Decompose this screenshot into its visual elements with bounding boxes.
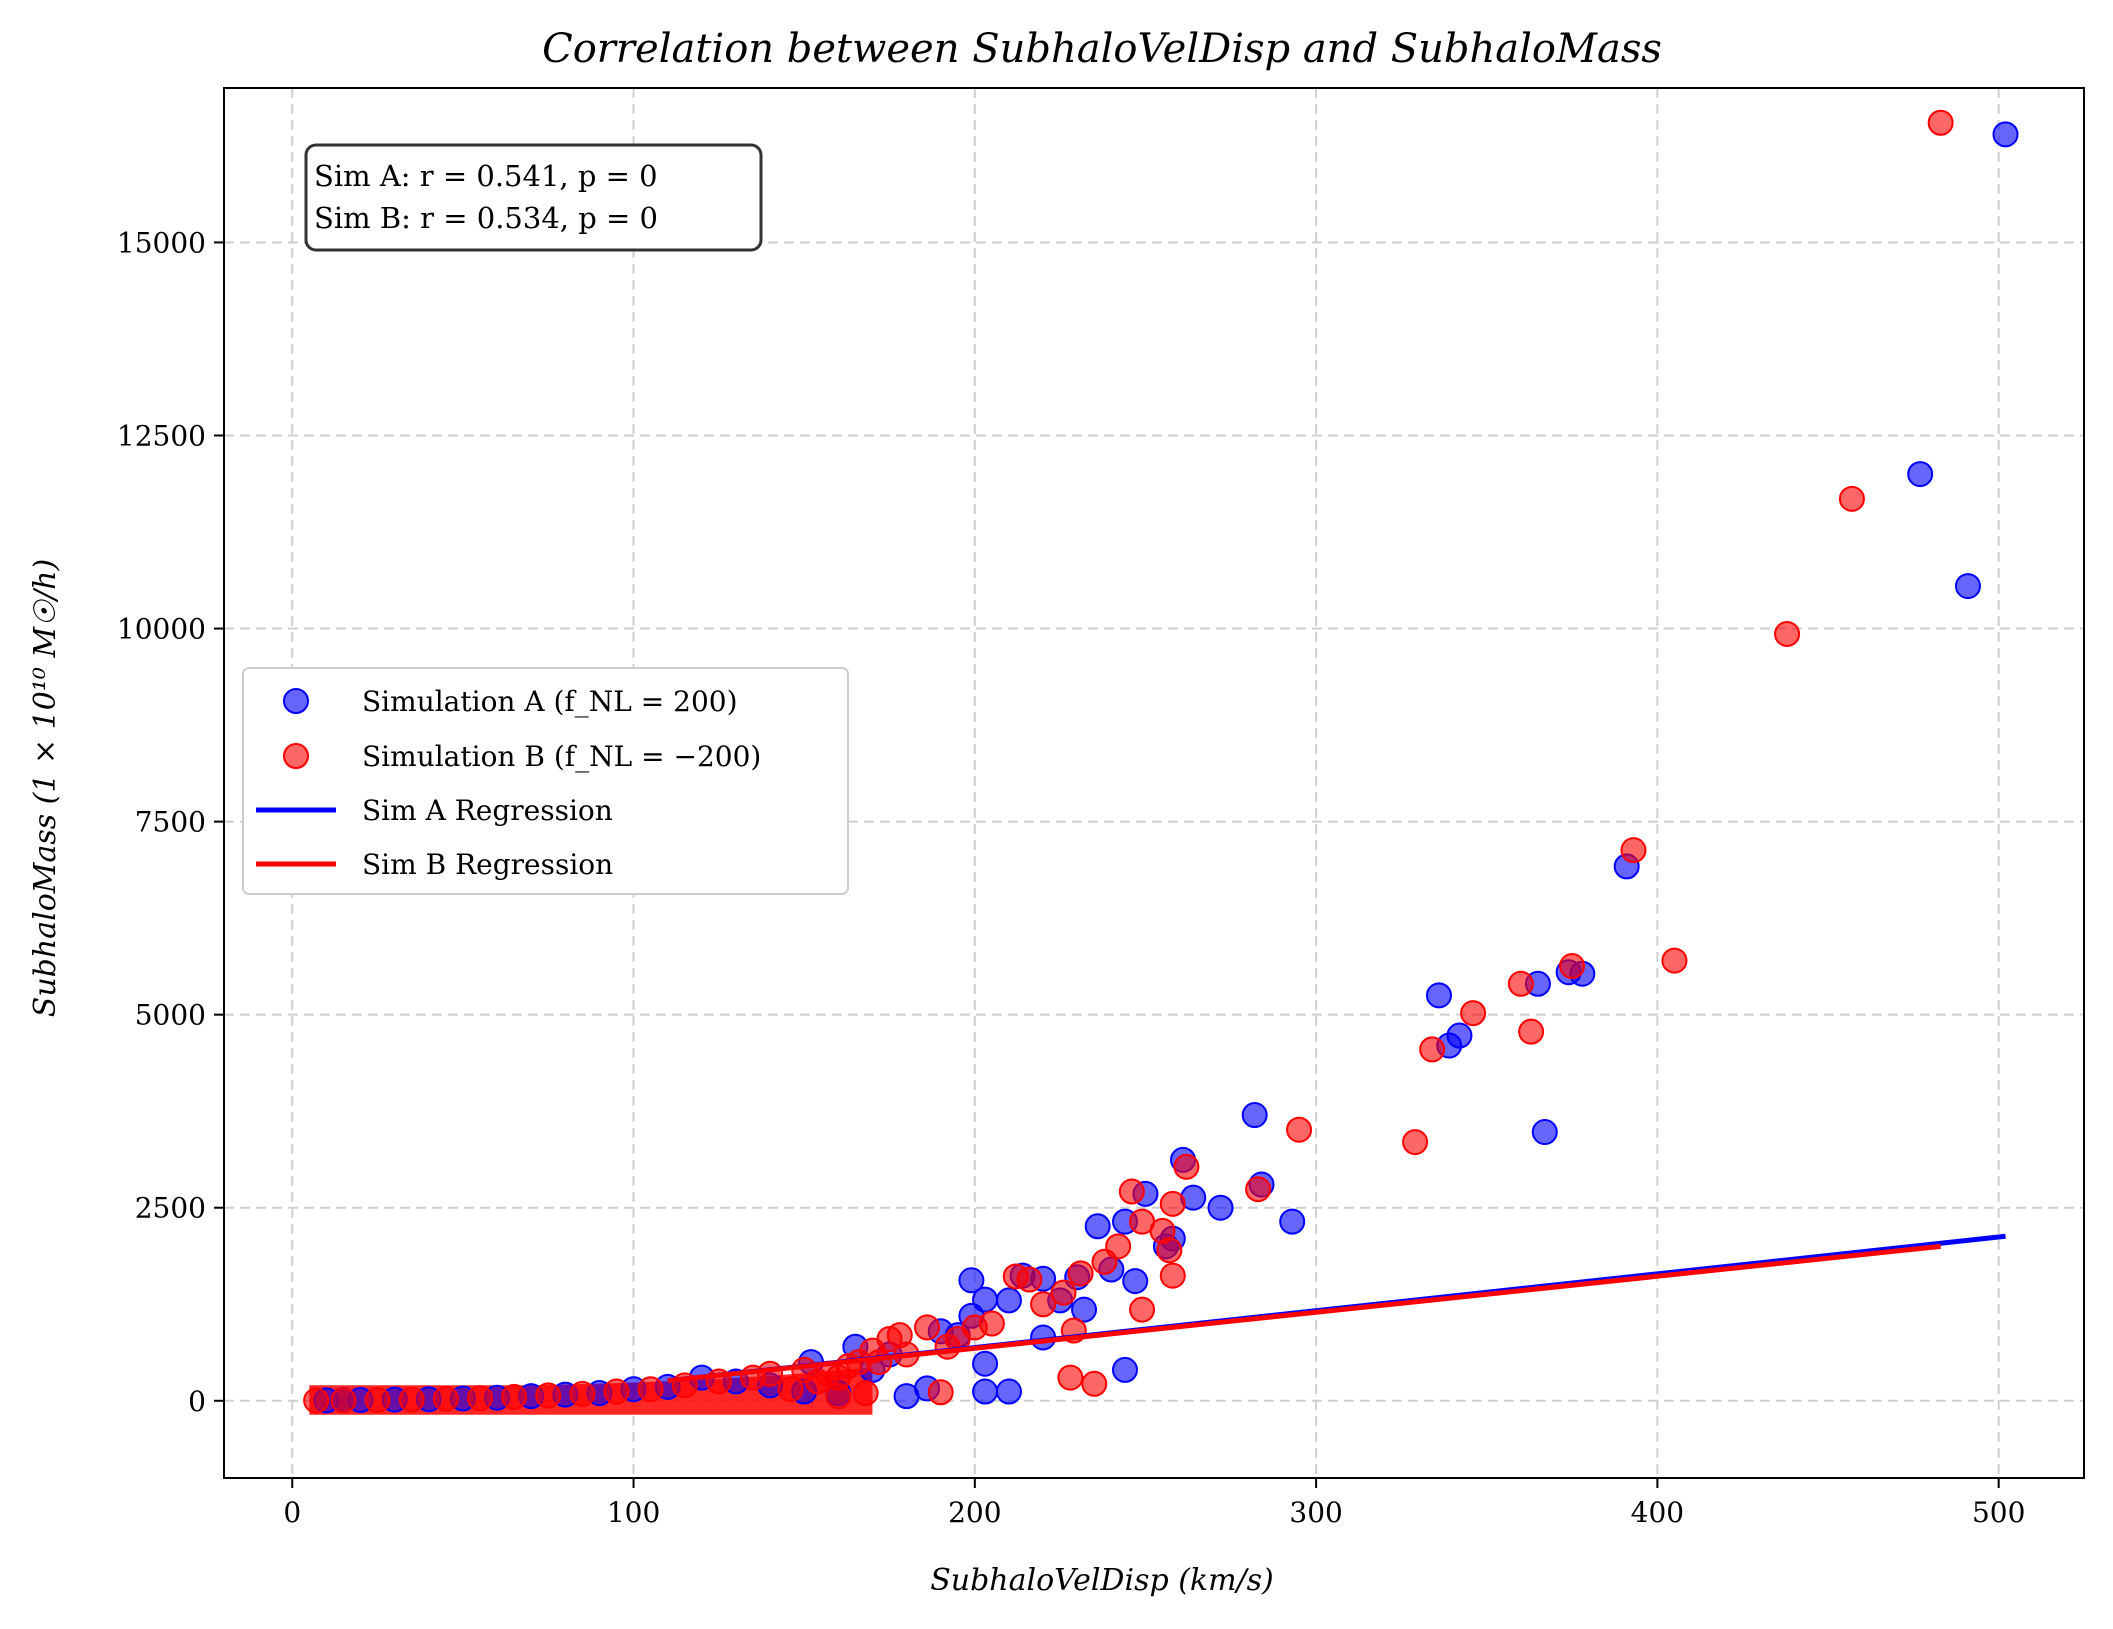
scatter-point (1838, 485, 1865, 512)
stats-line-sim-a: Sim A: r = 0.541, p = 0 (314, 159, 658, 193)
scatter-point (1531, 1119, 1558, 1146)
scatter-point (1057, 1364, 1084, 1391)
scatter-point (466, 1385, 493, 1412)
scatter-point (1084, 1213, 1111, 1240)
scatter-point (914, 1314, 941, 1341)
axis-ticks: 0 100 200 300 400 500025005000750010000125001… (117, 226, 2025, 1529)
scatter-point (1118, 1178, 1145, 1205)
scatter-point (569, 1380, 596, 1407)
stats-box-frame (304, 143, 763, 252)
regression-line (667, 1243, 1941, 1384)
scatter-point (1129, 1296, 1156, 1323)
scatter-point (1241, 1102, 1268, 1129)
chart-title: Correlation between SubhaloVelDisp and S… (542, 26, 1662, 72)
x-axis-label: SubhaloVelDisp (km/s) (930, 1563, 1274, 1598)
scatter-point (1071, 1296, 1098, 1323)
scatter-point (1661, 947, 1688, 974)
correlation-stats-box: Sim A: r = 0.541, p = 0 Sim B: r = 0.534… (304, 143, 763, 252)
scatter-point (1159, 1262, 1186, 1289)
legend: Simulation A (f_NL = 200) Simulation B (… (242, 667, 849, 895)
scatter-point (1207, 1194, 1234, 1221)
scatter-point (1402, 1129, 1429, 1156)
scatter-point (1620, 837, 1647, 864)
scatter-point (934, 1333, 961, 1360)
scatter-point (893, 1383, 920, 1410)
scatter-point (1122, 1268, 1149, 1295)
x-tick-label: 100 (607, 1496, 660, 1529)
scatter-point (972, 1350, 999, 1377)
plot-frame (223, 87, 2085, 1479)
scatter-point (995, 1287, 1022, 1314)
scatter-point (852, 1380, 879, 1407)
scatter-point (1774, 620, 1801, 647)
scatter-point (501, 1383, 528, 1410)
y-tick-label: 5000 (135, 999, 206, 1032)
x-tick-label: 0 (283, 1496, 301, 1529)
scatter-point (637, 1376, 664, 1403)
scatter-point (1907, 461, 1934, 488)
scatter-point (1286, 1116, 1313, 1143)
scatter-point (1050, 1279, 1077, 1306)
scatter-point (1446, 1022, 1473, 1049)
scatter-point (1992, 121, 2019, 148)
grid (224, 88, 2084, 1478)
scatter-point (398, 1386, 425, 1413)
x-tick-label: 400 (1631, 1496, 1684, 1529)
scatter-point (1156, 1237, 1183, 1264)
scatter-point (1002, 1263, 1029, 1290)
scatter-point (777, 1376, 804, 1403)
scatter-point (1159, 1190, 1186, 1217)
scatter-point (995, 1378, 1022, 1405)
legend-label-sim-a: Simulation A (f_NL = 200) (362, 685, 738, 718)
scatter-point (603, 1378, 630, 1405)
scatter-point (330, 1387, 357, 1414)
legend-label-sim-a-regression: Sim A Regression (362, 794, 613, 827)
scatter-point (535, 1382, 562, 1409)
scatter-point (303, 1387, 330, 1414)
scatter-point (927, 1379, 954, 1406)
scatter-point (1518, 1018, 1545, 1045)
x-tick-label: 500 (1972, 1496, 2025, 1529)
scatter-point (1105, 1233, 1132, 1260)
x-tick-label: 200 (948, 1496, 1001, 1529)
y-tick-label: 15000 (117, 226, 206, 259)
x-tick-label: 300 (1289, 1496, 1342, 1529)
scatter-point (364, 1387, 391, 1414)
scatter-point (1279, 1208, 1306, 1235)
y-tick-label: 0 (188, 1385, 206, 1418)
scatter-point (825, 1383, 852, 1410)
series-3 (667, 1243, 1941, 1384)
legend-label-sim-b: Simulation B (f_NL = −200) (362, 740, 761, 773)
scatter-point (1030, 1291, 1057, 1318)
scatter-point (866, 1349, 893, 1376)
scatter-point (1507, 970, 1534, 997)
y-tick-label: 12500 (117, 420, 206, 453)
scatter-point (1460, 1000, 1487, 1027)
y-tick-label: 10000 (117, 613, 206, 646)
scatter-point (1245, 1176, 1272, 1203)
legend-marker-sim-a (283, 688, 309, 714)
scatter-point (1081, 1370, 1108, 1397)
scatter-point (432, 1385, 459, 1412)
stats-line-sim-b: Sim B: r = 0.534, p = 0 (314, 201, 658, 235)
y-tick-label: 7500 (135, 806, 206, 839)
legend-label-sim-b-regression: Sim B Regression (362, 848, 613, 881)
scatter-point (1559, 953, 1586, 980)
scatter-point (1927, 109, 1954, 136)
scatter-point (1067, 1260, 1094, 1287)
y-axis-label: SubhaloMass (1 × 10¹⁰ M☉/h) (28, 559, 63, 1017)
scatter-point (958, 1267, 985, 1294)
scatter-point (1425, 982, 1452, 1009)
scatter-point (1173, 1153, 1200, 1180)
scatter-point (1111, 1356, 1138, 1383)
y-tick-label: 2500 (135, 1192, 206, 1225)
legend-marker-sim-b (283, 743, 309, 769)
scatter-point (1419, 1036, 1446, 1063)
series-layer (303, 109, 2019, 1414)
scatter-point (972, 1378, 999, 1405)
scatter-point (1954, 573, 1981, 600)
legend-frame (242, 667, 849, 895)
